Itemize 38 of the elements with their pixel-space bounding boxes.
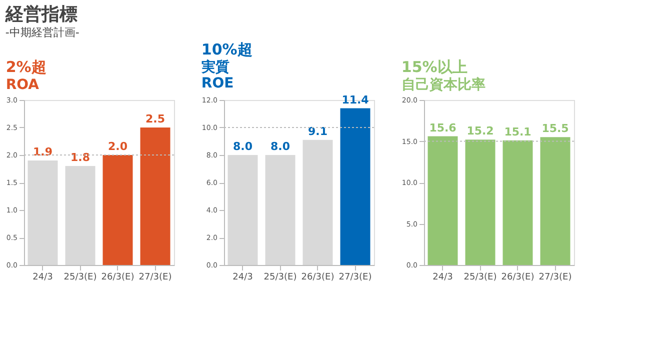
text: 15.1 [504,125,532,138]
chart-title: ROA [6,77,40,93]
x-tick-label: 25/3(E) [264,272,297,282]
text: 10%超 [201,40,252,58]
bar [302,140,333,265]
bar [140,128,170,265]
text: 15.5 [542,122,569,136]
text: 8.0 [233,140,252,153]
x-tick-label: 26/3(E) [301,272,334,282]
bar [340,108,370,265]
x-tick-label: 26/3(E) [101,272,134,282]
x-tick-label: 27/3(E) [538,272,572,282]
x-tick-label: 24/3 [32,272,53,282]
bar [265,155,296,265]
x-tick-label: 24/3 [432,272,453,282]
x-tick-label: 26/3(E) [501,272,534,282]
text: 2.5 [146,112,165,126]
text: 2%超 [6,58,46,76]
text: 15.2 [466,124,494,138]
bar [102,155,133,265]
text: 15%以上 [401,58,468,76]
x-tick-label: 27/3(E) [338,272,372,282]
text: 1.8 [70,151,90,164]
chart-title: 自己資本比率 [401,76,486,93]
text: 15.6 [429,121,456,134]
text: 2.0 [108,140,128,153]
bar [65,166,96,265]
text: 8.0 [270,140,290,153]
chart-title: 実質 ROE [201,58,234,92]
bar [28,160,58,265]
x-tick-label: 24/3 [232,272,253,282]
bar [228,155,258,265]
x-tick-label: 27/3(E) [138,272,172,282]
text: 経営指標 [4,4,78,25]
x-tick-label: 25/3(E) [64,272,97,282]
text: -中期経営計画- [5,26,80,39]
x-tick-label: 25/3(E) [464,272,497,282]
text: 11.4 [342,93,369,106]
